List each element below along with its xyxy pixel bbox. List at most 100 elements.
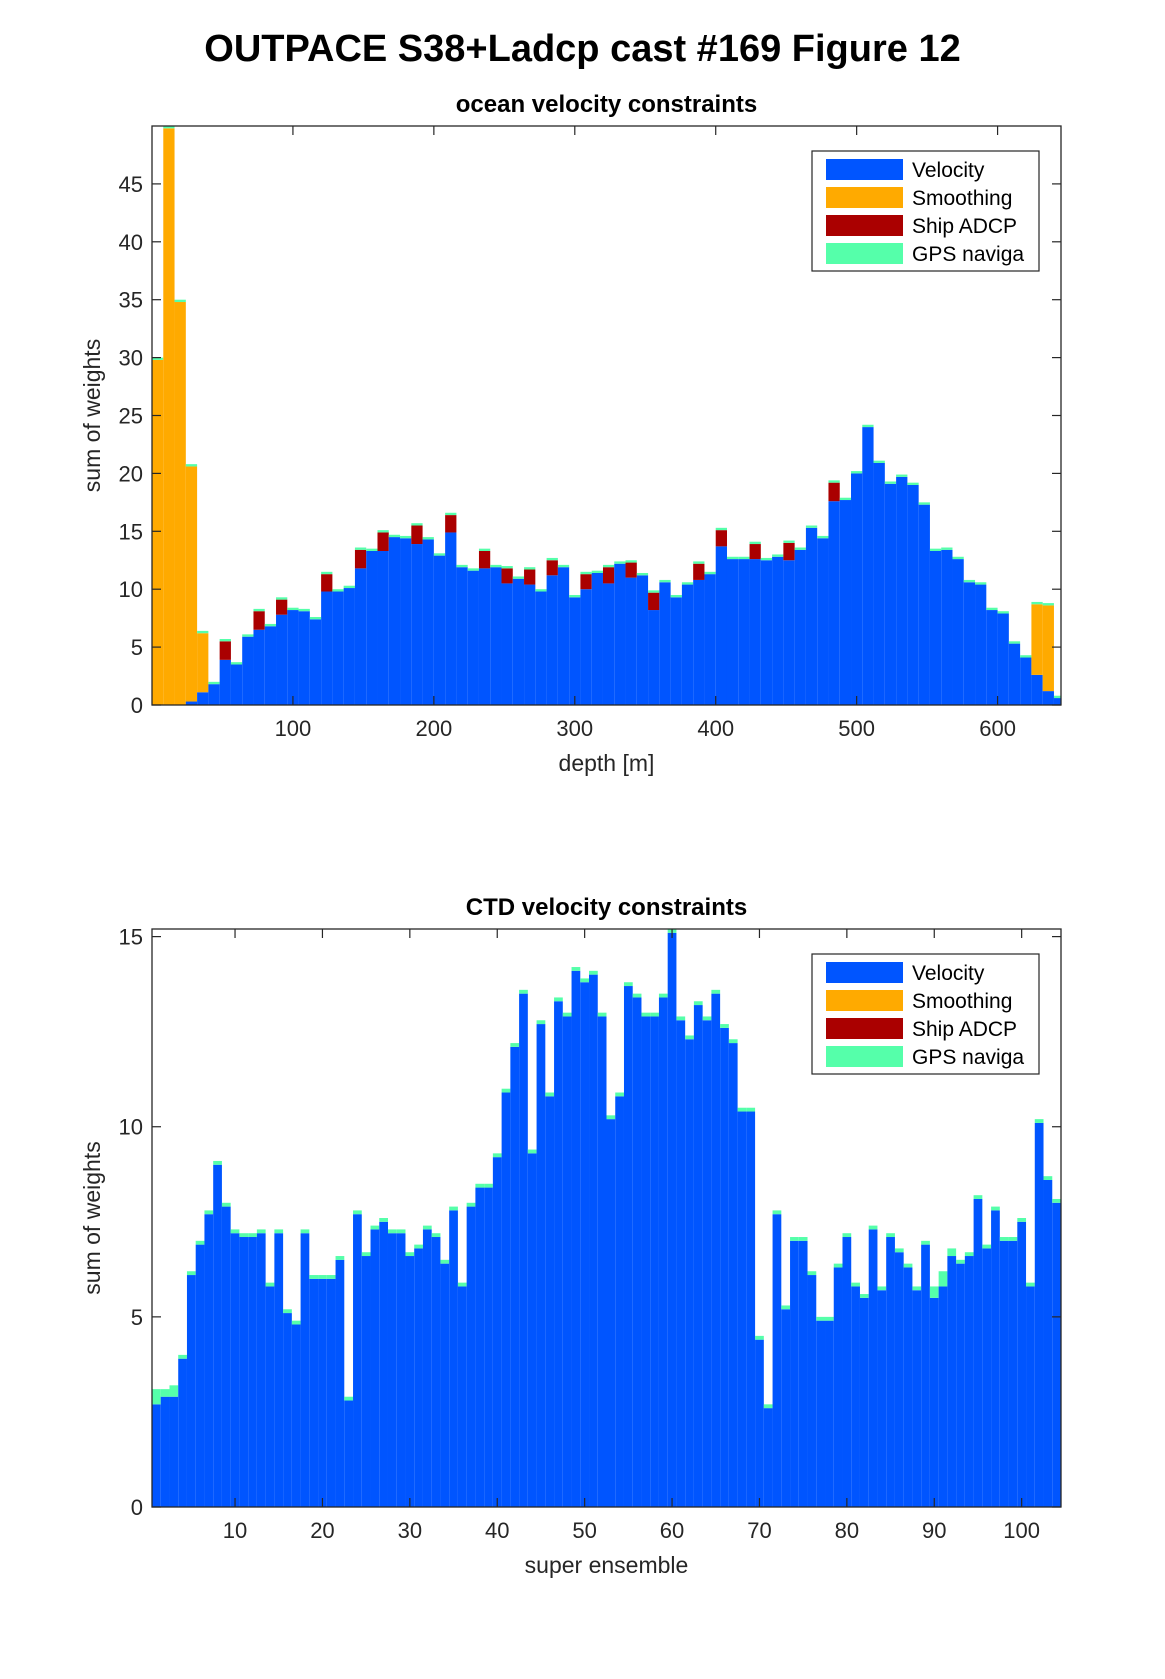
bar-gps-navigation <box>1034 1119 1044 1123</box>
bar-velocity <box>963 582 976 705</box>
bar-velocity <box>1017 1221 1027 1507</box>
bar-gps-navigation <box>794 547 806 550</box>
bar-velocity <box>816 1320 826 1507</box>
bar-gps-navigation <box>693 561 705 564</box>
bar-gps-navigation <box>873 460 885 463</box>
bar-velocity <box>783 560 795 705</box>
bar-velocity <box>884 483 897 705</box>
axes-box <box>151 928 1062 1508</box>
bar-velocity <box>1020 657 1032 705</box>
bar-velocity <box>975 584 987 705</box>
bar-gps-navigation <box>681 582 694 585</box>
bar-gps-navigation <box>816 1316 826 1321</box>
bar-ship-adcp <box>715 530 727 547</box>
bar-gps-navigation <box>685 1035 694 1040</box>
bar-velocity <box>667 932 677 1507</box>
bar-gps-navigation <box>300 1229 310 1234</box>
bar-gps-navigation <box>798 1237 808 1241</box>
bar-velocity <box>414 1248 423 1507</box>
y-tick-label: 10 <box>119 1115 143 1140</box>
bar-smoothing <box>197 633 209 693</box>
bar-gps-navigation <box>999 1237 1009 1241</box>
bar-gps-navigation <box>591 570 603 573</box>
bar-velocity <box>851 1286 860 1507</box>
bar-gps-navigation <box>851 1282 860 1287</box>
bar-gps-navigation <box>318 1275 327 1279</box>
bar-velocity <box>798 1240 808 1507</box>
bar-ship-adcp <box>693 563 705 580</box>
bar-gps-navigation <box>641 1012 651 1017</box>
bar-gps-navigation <box>400 535 412 539</box>
legend: Velocity Smoothing Ship ADCP GPS naviga <box>811 953 1040 1075</box>
bar-gps-navigation <box>903 1263 913 1268</box>
bar-velocity <box>318 1278 327 1507</box>
bar-ship-adcp <box>354 549 367 569</box>
x-tick-label: 500 <box>838 716 875 741</box>
bar-gps-navigation <box>659 579 671 583</box>
bar-gps-navigation <box>388 534 401 538</box>
bar-velocity <box>536 1024 546 1507</box>
bar-gps-navigation <box>839 497 852 501</box>
bar-gps-navigation <box>862 424 874 428</box>
legend: Velocity Smoothing Ship ADCP GPS naviga <box>811 150 1040 272</box>
x-tick-label: 80 <box>835 1518 859 1543</box>
bar-velocity <box>370 1229 380 1507</box>
bar-velocity <box>204 1214 214 1507</box>
y-tick-label: 40 <box>119 230 143 255</box>
bar-gps-navigation <box>309 616 322 620</box>
bar-gps-navigation <box>230 662 243 665</box>
bar-gps-navigation <box>361 1252 371 1257</box>
bar-gps-navigation <box>868 1225 878 1230</box>
bar-gps-navigation <box>636 572 649 576</box>
bar-velocity <box>405 1256 415 1507</box>
y-tick-label: 0 <box>131 693 143 718</box>
bar-velocity <box>354 568 367 705</box>
bar-velocity <box>298 611 310 705</box>
bar-gps-navigation <box>746 1107 756 1112</box>
bar-gps-navigation <box>711 989 721 994</box>
bar-velocity <box>264 626 277 705</box>
bar-gps-navigation <box>833 1263 843 1268</box>
bar-velocity <box>353 1214 362 1507</box>
bar-gps-navigation <box>332 589 344 592</box>
bar-gps-navigation <box>253 608 265 612</box>
bar-velocity <box>1043 1179 1053 1507</box>
bar-velocity <box>195 1244 205 1507</box>
bar-velocity <box>921 1244 930 1507</box>
bar-gps-navigation <box>781 1305 791 1310</box>
bar-gps-navigation <box>1008 1237 1018 1241</box>
bar-gps-navigation <box>309 1275 319 1279</box>
bar-velocity <box>321 591 333 705</box>
bar-velocity <box>591 572 603 705</box>
bar-gps-navigation <box>772 1210 782 1215</box>
bar-velocity <box>715 546 727 705</box>
y-axis-label: sum of weights <box>79 339 105 492</box>
bar-velocity <box>597 1016 607 1507</box>
figure-title: OUTPACE S38+Ladcp cast #169 Figure 12 <box>204 28 961 70</box>
bar-gps-navigation <box>720 1024 729 1028</box>
bar-velocity <box>918 504 930 705</box>
bar-gps-navigation <box>501 1088 511 1093</box>
bar-velocity <box>817 538 829 705</box>
bar-velocity <box>569 597 581 705</box>
bar-velocity <box>877 1290 887 1507</box>
bar-gps-navigation <box>195 1240 205 1245</box>
bar-gps-navigation <box>524 567 536 570</box>
bar-velocity <box>929 1297 939 1507</box>
bar-smoothing <box>1042 605 1054 692</box>
bar-gps-navigation <box>414 1244 423 1249</box>
bar-velocity <box>704 574 716 705</box>
bar-velocity <box>519 993 528 1507</box>
bar-velocity <box>956 1263 965 1507</box>
bar-gps-navigation <box>606 1115 616 1120</box>
bar-velocity <box>283 1313 292 1507</box>
bar-gps-navigation <box>947 1248 957 1257</box>
bar-velocity <box>912 1290 922 1507</box>
x-tick-label: 300 <box>556 716 593 741</box>
bar-gps-navigation <box>851 471 863 474</box>
bar-velocity <box>772 556 784 705</box>
bar-gps-navigation <box>982 1244 992 1249</box>
y-tick-label: 45 <box>119 172 143 197</box>
bar-velocity <box>422 539 434 705</box>
bar-gps-navigation <box>1031 601 1043 605</box>
